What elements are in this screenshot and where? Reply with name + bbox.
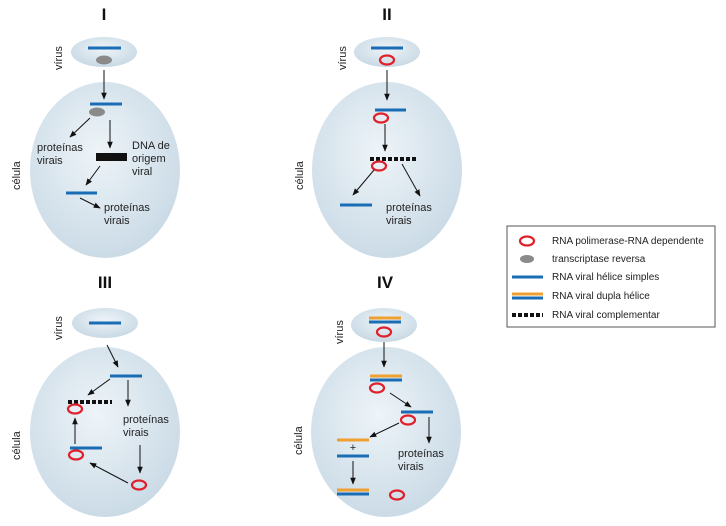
panel-I-numeral: I: [102, 5, 107, 24]
virus-particle: [71, 37, 137, 67]
cell: [312, 82, 462, 258]
legend-item-rna-polymerase: RNA polimerase-RNA dependente: [552, 236, 704, 247]
rna-polymerase-ring: [372, 112, 390, 124]
panel-II: II vírus célula proteínas virais: [294, 5, 462, 258]
proteins-label-line1: proteínas: [398, 448, 444, 460]
proteins-label-line1: proteínas: [123, 414, 169, 426]
rna-polymerase-ring: [399, 414, 417, 426]
cell-label: célula: [11, 160, 23, 190]
arrow: [352, 169, 375, 196]
virus-particle: [354, 37, 420, 67]
dna-label-line1: DNA de: [132, 140, 170, 152]
proteins-label-line2: virais: [104, 215, 130, 227]
panel-II-numeral: II: [382, 5, 391, 24]
virus-label: vírus: [337, 46, 349, 70]
arrow: [106, 344, 119, 368]
rna-polymerase-ring: [67, 449, 85, 461]
proteins-label-line2: virais: [398, 461, 424, 473]
rna-polymerase-ring: [130, 479, 148, 491]
virus-label: vírus: [53, 316, 65, 340]
legend-item-complementary: RNA viral complementar: [552, 310, 660, 321]
legend-item-double-strand: RNA viral dupla hélice: [552, 291, 650, 302]
rna-polymerase-ring: [388, 489, 406, 501]
virus-label: vírus: [53, 46, 65, 70]
legend-gray-ellipse-icon: [520, 255, 534, 263]
panel-III-numeral: III: [98, 273, 112, 292]
arrow: [87, 378, 111, 396]
proteins-label-line2: virais: [123, 427, 149, 439]
proteins-label-line2: virais: [386, 215, 412, 227]
cell: [311, 347, 461, 517]
panel-IV-numeral: IV: [377, 273, 394, 292]
reverse-transcriptase: [96, 55, 112, 65]
legend-item-reverse-transcriptase: transcriptase reversa: [552, 254, 646, 265]
rna-polymerase-ring: [66, 403, 84, 415]
dna-label-line2: origem: [132, 153, 166, 165]
panel-I: I vírus célula proteínas virais DNA de o…: [11, 5, 180, 258]
panel-III: III vírus célula proteínas virais: [11, 273, 180, 517]
cell: [30, 82, 180, 258]
rna-polymerase-ring: [368, 382, 386, 394]
arrow: [69, 117, 91, 138]
reverse-transcriptase: [89, 107, 105, 117]
rna-polymerase-ring: [378, 54, 396, 66]
proteins-label-line2: virais: [37, 155, 63, 167]
arrow: [369, 422, 400, 438]
virus-label: vírus: [334, 320, 346, 344]
arrow: [89, 462, 129, 484]
dna-label-line3: viral: [132, 166, 152, 178]
plus-sign: +: [350, 442, 356, 454]
cell-label: célula: [11, 430, 23, 460]
arrow: [79, 197, 101, 209]
rna-polymerase-ring: [375, 326, 393, 338]
cell-label: célula: [294, 160, 306, 190]
arrow: [401, 163, 421, 197]
panel-IV: IV vírus célula + proteínas virais: [293, 273, 461, 517]
cell: [30, 347, 180, 517]
proteins-label-line1: proteínas: [37, 142, 83, 154]
proteins-label-line1: proteínas: [104, 202, 150, 214]
proteins-label-line1: proteínas: [386, 202, 432, 214]
cell-label: célula: [293, 425, 305, 455]
arrow: [85, 165, 101, 186]
legend-item-single-strand: RNA viral hélice simples: [552, 272, 659, 283]
legend: RNA polimerase-RNA dependente transcript…: [506, 225, 716, 328]
rna-polymerase-ring: [370, 160, 388, 172]
legend-red-ring-icon: [518, 235, 536, 247]
arrow: [389, 392, 412, 408]
